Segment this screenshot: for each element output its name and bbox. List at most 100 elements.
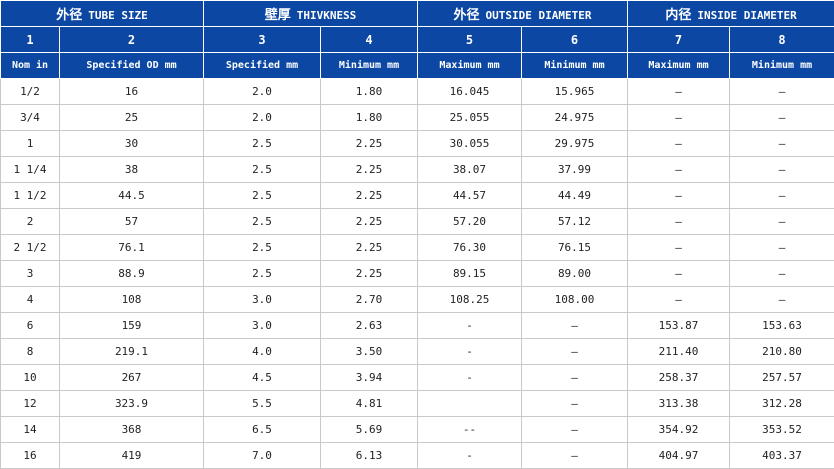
table-cell: 153.63 bbox=[729, 312, 834, 339]
table-cell: 3.0 bbox=[203, 286, 321, 313]
group-header-en: OUTSIDE DIAMETER bbox=[485, 9, 592, 22]
table-cell: 2.25 bbox=[320, 130, 418, 157]
table-cell: 1 bbox=[0, 130, 60, 157]
group-header-cn: 壁厚 bbox=[264, 8, 291, 23]
table-cell: 1/2 bbox=[0, 78, 60, 105]
table-cell: - bbox=[417, 364, 522, 391]
group-header-en: THIVKNESS bbox=[296, 9, 357, 22]
table-cell: — bbox=[627, 286, 731, 313]
table-cell: - bbox=[417, 338, 522, 365]
table-cell: 29.975 bbox=[520, 130, 629, 157]
table-cell: 2.25 bbox=[320, 234, 418, 261]
table-cell: 57.20 bbox=[417, 208, 522, 235]
column-number: 5 bbox=[417, 26, 522, 53]
table-cell: 14 bbox=[0, 416, 60, 443]
table-cell: 210.80 bbox=[729, 338, 834, 365]
table-row: 4 108 3.0 2.70 108.25 108.00— — bbox=[0, 286, 834, 313]
table-cell: 108 bbox=[59, 286, 204, 313]
table-cell: 37.99 bbox=[520, 156, 629, 183]
table-cell: 219.1 bbox=[59, 338, 204, 365]
table-cell: 313.38 bbox=[627, 390, 731, 417]
table-cell: 76.1 bbox=[59, 234, 204, 261]
table-row: 1 30 2.5 2.25 30.055 29.975— — bbox=[0, 130, 834, 157]
table-row: 1/2 16 2.0 1.80 16.045 15.965— — bbox=[0, 78, 834, 105]
column-label: Specified OD mm bbox=[59, 52, 204, 79]
column-number: 1 bbox=[0, 26, 60, 53]
table-cell: 89.15 bbox=[417, 260, 522, 287]
column-label: Maximum mm bbox=[417, 52, 522, 79]
table-cell: — bbox=[520, 312, 629, 339]
column-number: 4 bbox=[320, 26, 418, 53]
table-cell: 4.0 bbox=[203, 338, 321, 365]
table-cell: — bbox=[729, 182, 834, 209]
table-row: 10 267 4.5 3.94- —258.37 257.57 bbox=[0, 364, 834, 391]
table-cell: 1 1/2 bbox=[0, 182, 60, 209]
table-cell: 2.0 bbox=[203, 78, 321, 105]
table-cell: 1.80 bbox=[320, 104, 418, 131]
table-cell: 38.07 bbox=[417, 156, 522, 183]
table-cell: 30.055 bbox=[417, 130, 522, 157]
table-cell: 3.94 bbox=[320, 364, 418, 391]
table-cell: 2.25 bbox=[320, 156, 418, 183]
table-cell: — bbox=[729, 234, 834, 261]
table-cell: — bbox=[520, 338, 629, 365]
table-cell: 4 bbox=[0, 286, 60, 313]
table-cell: 3 bbox=[0, 260, 60, 287]
group-header-cn: 外径 bbox=[453, 8, 480, 23]
table-cell: 403.37 bbox=[729, 442, 834, 469]
table-cell: -- bbox=[417, 416, 522, 443]
column-label: Minimum mm bbox=[520, 52, 629, 79]
table-cell: 1.80 bbox=[320, 78, 418, 105]
table-cell: 6.13 bbox=[320, 442, 418, 469]
table-cell: — bbox=[520, 364, 629, 391]
table-cell: 15.965 bbox=[520, 78, 629, 105]
group-header-en: INSIDE DIAMETER bbox=[697, 9, 797, 22]
table-cell: 88.9 bbox=[59, 260, 204, 287]
table-cell: 3/4 bbox=[0, 104, 60, 131]
group-header-cn: 外径 bbox=[56, 8, 83, 23]
group-header-cn: 内径 bbox=[665, 8, 692, 23]
table-cell: — bbox=[729, 260, 834, 287]
table-cell: 25.055 bbox=[417, 104, 522, 131]
table-row: 3/4 25 2.0 1.80 25.055 24.975— — bbox=[0, 104, 834, 131]
table-row: 2 57 2.5 2.25 57.20 57.12— — bbox=[0, 208, 834, 235]
table-cell: 2.5 bbox=[203, 234, 321, 261]
table-cell: 2.0 bbox=[203, 104, 321, 131]
table-cell: 2.25 bbox=[320, 208, 418, 235]
table-cell: 10 bbox=[0, 364, 60, 391]
column-label: Nom in bbox=[0, 52, 60, 79]
table-cell: 57.12 bbox=[520, 208, 629, 235]
table-cell: - bbox=[417, 312, 522, 339]
table-cell: 6 bbox=[0, 312, 60, 339]
column-label: Minimum mm bbox=[729, 52, 834, 79]
table-cell: 2.5 bbox=[203, 156, 321, 183]
table-cell: 368 bbox=[59, 416, 204, 443]
table-cell: 419 bbox=[59, 442, 204, 469]
table-cell: — bbox=[520, 416, 629, 443]
table-cell: — bbox=[627, 130, 731, 157]
table-cell: 25 bbox=[59, 104, 204, 131]
group-header-thickness: 壁厚 THIVKNESS bbox=[203, 0, 418, 27]
table-cell: 404.97 bbox=[627, 442, 731, 469]
table-cell bbox=[417, 390, 522, 417]
table-cell: 2.25 bbox=[320, 260, 418, 287]
table-cell: 312.28 bbox=[729, 390, 834, 417]
table-cell: 2.5 bbox=[203, 130, 321, 157]
table-cell: 159 bbox=[59, 312, 204, 339]
table-cell: 30 bbox=[59, 130, 204, 157]
table-cell: 4.5 bbox=[203, 364, 321, 391]
group-header-en: TUBE SIZE bbox=[88, 9, 148, 22]
table-row: 14 368 6.5 5.69 -- —354.92 353.52 bbox=[0, 416, 834, 443]
table-cell: — bbox=[627, 260, 731, 287]
table-row: 8 219.1 4.0 3.50- —211.40 210.80 bbox=[0, 338, 834, 365]
table-row: 16 419 7.0 6.13- —404.97 403.37 bbox=[0, 442, 834, 469]
table-cell: - bbox=[417, 442, 522, 469]
column-number: 7 bbox=[627, 26, 731, 53]
table-cell: 8 bbox=[0, 338, 60, 365]
table-cell: 16 bbox=[0, 442, 60, 469]
table-row: 12 323.9 5.5 4.81 —313.38 312.28 bbox=[0, 390, 834, 417]
table-cell: 323.9 bbox=[59, 390, 204, 417]
table-cell: 1 1/4 bbox=[0, 156, 60, 183]
table-cell: — bbox=[729, 104, 834, 131]
table-cell: 57 bbox=[59, 208, 204, 235]
